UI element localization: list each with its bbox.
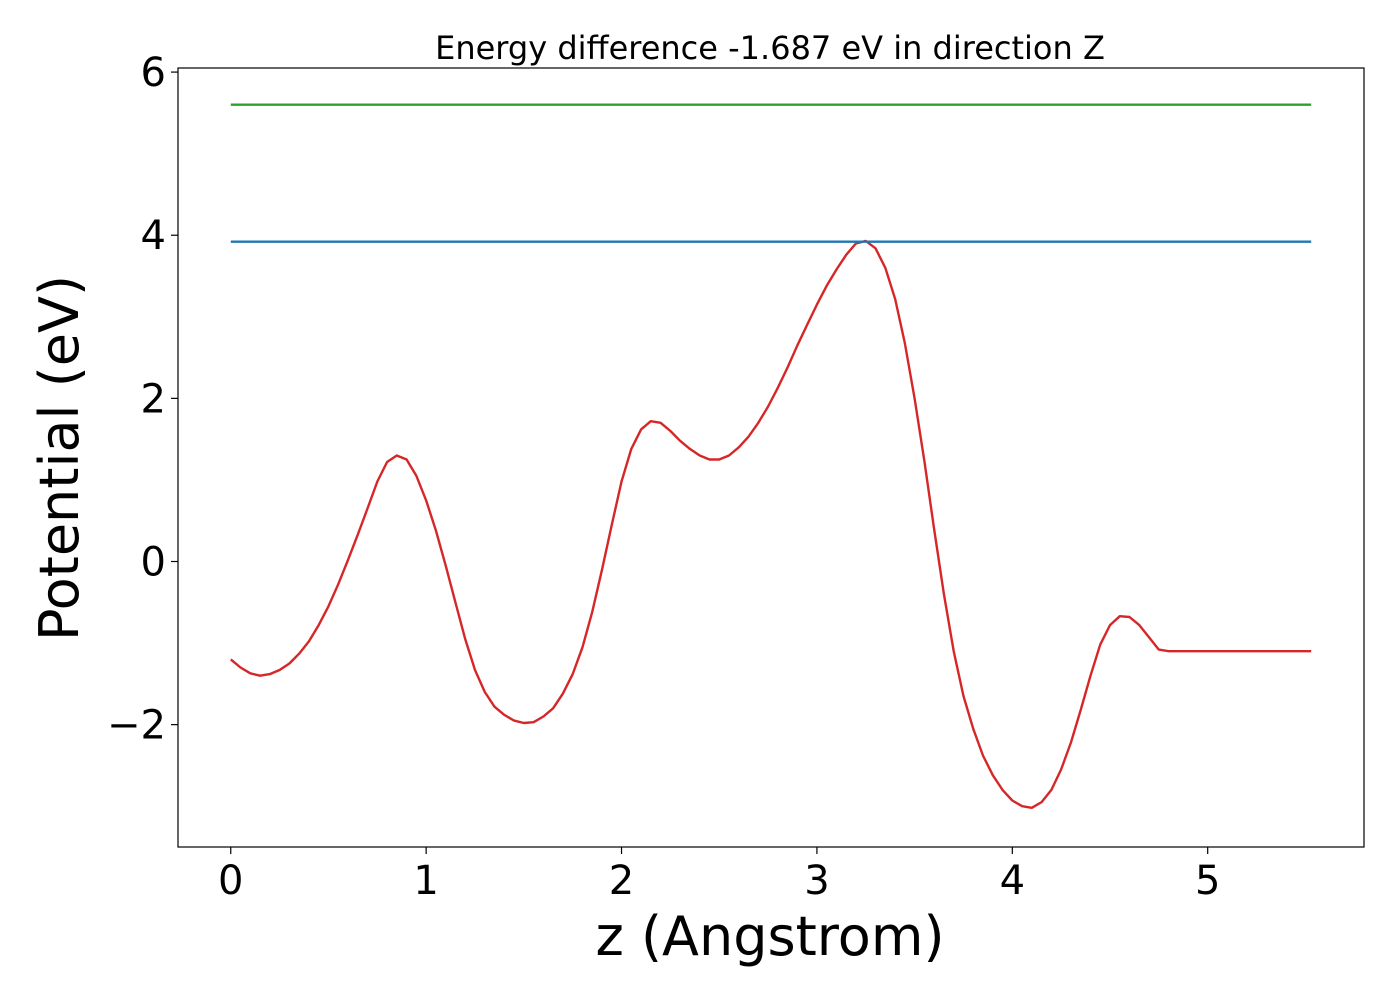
x-tick-label: 4 (1000, 858, 1025, 904)
x-tick-label: 3 (804, 858, 829, 904)
x-tick-label: 0 (218, 858, 243, 904)
y-tick-label: 6 (141, 50, 166, 96)
x-tick-label: 2 (609, 858, 634, 904)
plot-background (178, 68, 1364, 847)
y-tick-label: 0 (141, 540, 166, 586)
series-layer (230, 103, 1312, 809)
y-axis-label: Potential (eV) (28, 275, 91, 641)
y-tick-label: 4 (141, 213, 166, 259)
x-tick-label: 5 (1195, 858, 1220, 904)
chart-title: Energy difference -1.687 eV in direction… (435, 29, 1105, 67)
series-line-0 (230, 239, 1312, 809)
x-axis-label: z (Angstrom) (595, 905, 944, 968)
plot-area (178, 68, 1364, 847)
y-tick-label: −2 (107, 703, 166, 749)
plot-frame (177, 67, 1365, 848)
axes-layer: 0 1 2 3 4 5 −2 0 2 4 6 (107, 50, 1365, 904)
y-tick-label: 2 (141, 376, 166, 422)
x-tick-label: 1 (413, 858, 438, 904)
